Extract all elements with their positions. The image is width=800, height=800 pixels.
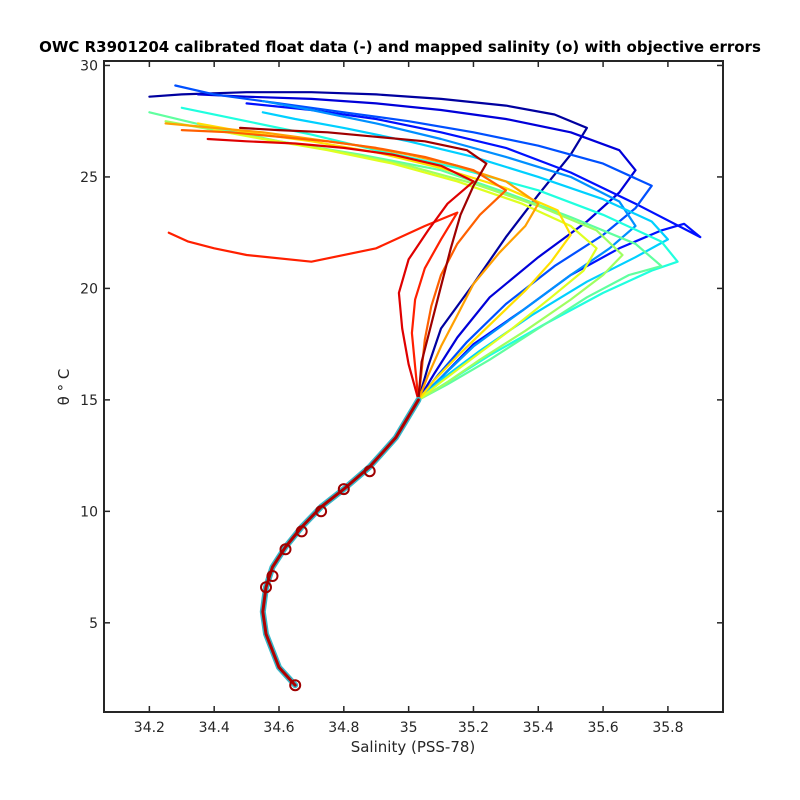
mapped-salinity-marker bbox=[363, 465, 376, 478]
y-axis-label: θ ° C bbox=[55, 369, 73, 406]
mapped-salinity-markers bbox=[260, 465, 376, 692]
profile-line-2 bbox=[196, 93, 637, 401]
y-tick-label: 20 bbox=[80, 281, 98, 297]
x-tick-label: 35.6 bbox=[588, 720, 619, 736]
mapped-salinity-marker bbox=[337, 483, 350, 496]
y-tick-label: 10 bbox=[80, 504, 98, 520]
profile-line-10 bbox=[213, 129, 598, 401]
mapped-salinity-marker bbox=[260, 581, 272, 594]
x-tick-label: 34.2 bbox=[134, 720, 165, 736]
profile-line-1 bbox=[148, 91, 589, 401]
profile-line-7 bbox=[180, 106, 679, 401]
x-tick-label: 34.8 bbox=[328, 720, 359, 736]
chart-title: OWC R3901204 calibrated float data (-) a… bbox=[39, 38, 761, 56]
y-tick-label: 5 bbox=[89, 616, 98, 632]
x-tick-label: 34.6 bbox=[263, 720, 294, 736]
profile-line-14 bbox=[167, 211, 459, 401]
mapped-salinity-marker bbox=[295, 525, 308, 538]
mapped-salinity-marker bbox=[289, 679, 302, 692]
y-tick-label: 25 bbox=[80, 170, 98, 186]
profile-line-5 bbox=[261, 99, 637, 401]
y-axis-ticks: 5 10 15 20 25 30 bbox=[80, 58, 723, 632]
mapped-salinity-marker bbox=[315, 505, 328, 518]
y-tick-label: 15 bbox=[80, 393, 98, 409]
profile-line-16 bbox=[239, 126, 488, 401]
plot-area: 34.2 34.4 34.6 34.8 35 35.2 35.4 35.6 35.8 5 10 15… bbox=[80, 58, 724, 736]
profile-line-15 bbox=[206, 137, 475, 401]
profile-line-11 bbox=[196, 122, 572, 401]
x-axis-ticks: 34.2 34.4 34.6 34.8 35 35.2 35.4 35.6 35.8 bbox=[134, 61, 683, 736]
profile-line-4 bbox=[174, 84, 653, 401]
x-tick-label: 35 bbox=[400, 720, 418, 736]
x-tick-label: 35.4 bbox=[523, 720, 554, 736]
y-tick-label: 30 bbox=[80, 58, 98, 74]
mapped-salinity-marker bbox=[279, 543, 292, 556]
mapped-salinity-marker bbox=[266, 570, 279, 582]
profile-line-12 bbox=[164, 122, 540, 401]
x-tick-label: 35.2 bbox=[458, 720, 489, 736]
x-axis-label: Salinity (PSS-78) bbox=[351, 738, 476, 756]
profile-line-13 bbox=[180, 129, 507, 401]
x-tick-label: 35.8 bbox=[652, 720, 683, 736]
axes-box bbox=[103, 60, 724, 713]
x-tick-label: 34.4 bbox=[199, 720, 230, 736]
